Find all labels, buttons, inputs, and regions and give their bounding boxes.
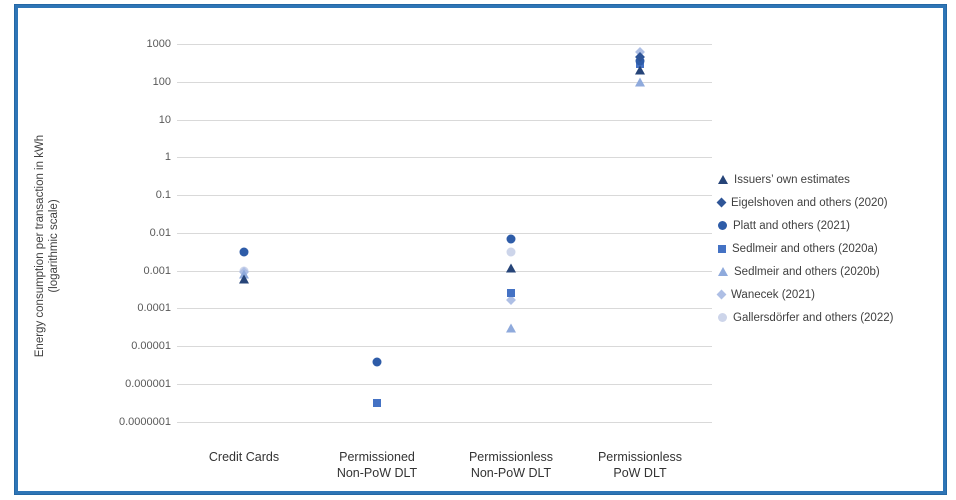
legend-marker-icon (718, 313, 727, 322)
x-category-label-line: Non-PoW DLT (336, 466, 418, 480)
legend-item: Sedlmeir and others (2020a) (718, 237, 893, 260)
gridline (177, 270, 712, 272)
y-tick-label: 0.0000001 (119, 415, 171, 428)
x-category-label-line: Permissioned (339, 450, 415, 464)
legend-item: Issuers’ own estimates (718, 168, 893, 191)
gridline (177, 157, 712, 159)
data-point (372, 357, 382, 367)
gridline (177, 119, 712, 121)
y-tick-label: 10 (158, 113, 171, 126)
x-category-label-permissionless-non-pow: Permissionless Non-PoW DLT (436, 449, 586, 481)
legend-marker-icon (716, 197, 727, 208)
legend-item-label: Sedlmeir and others (2020a) (732, 242, 878, 255)
legend-item: Platt and others (2021) (718, 214, 893, 237)
x-category-label-permissioned-non-pow: Permissioned Non-PoW DLT (302, 449, 452, 481)
gridline (177, 232, 712, 234)
chart-frame: Energy consumption per transaction in kW… (15, 5, 946, 494)
y-tick-label: 0.01 (149, 226, 171, 239)
data-point (507, 288, 515, 297)
legend-item-label: Platt and others (2021) (733, 219, 850, 232)
x-category-label-line: Non-PoW DLT (470, 466, 552, 480)
gridline (177, 195, 712, 196)
gridline (177, 44, 712, 45)
legend: Issuers’ own estimates Eigelshoven and ot… (716, 168, 893, 329)
data-point (506, 234, 516, 244)
legend-item-label: Issuers’ own estimates (734, 173, 850, 186)
legend-marker-icon (718, 221, 727, 230)
data-point (373, 399, 381, 408)
y-tick-label: 0.1 (155, 189, 171, 201)
x-category-label-line: Permissionless (597, 450, 683, 464)
gridline (177, 346, 712, 347)
gridline (177, 421, 712, 423)
gridline (177, 308, 712, 310)
legend-item: Sedlmeir and others (2020b) (718, 260, 893, 283)
y-tick-label: 1 (164, 151, 171, 164)
x-category-label-line: PoW DLT (613, 466, 667, 480)
y-axis-title-line1: Energy consumption per transaction in kW… (34, 134, 46, 358)
legend-marker-icon (716, 289, 727, 300)
data-point (239, 269, 249, 279)
legend-item-label: Gallersdörfer and others (2022) (733, 311, 894, 324)
gridline (177, 81, 712, 83)
y-axis-title-line2: (logarithmic scale) (48, 199, 60, 293)
legend-marker-icon (718, 267, 728, 276)
legend-item-label: Sedlmeir and others (2020b) (734, 265, 880, 278)
data-point (506, 247, 516, 257)
legend-item-label: Wanecek (2021) (731, 288, 815, 301)
x-category-label-line: Credit Cards (208, 450, 280, 464)
y-axis-title: Energy consumption per transaction in kW… (33, 81, 61, 411)
gridline (177, 383, 712, 385)
y-tick-label: 0.001 (143, 264, 171, 277)
data-point (506, 263, 516, 272)
y-tick-label: 100 (152, 75, 171, 88)
y-tick-label: 0.0001 (137, 302, 171, 315)
x-category-label-line: Permissionless (468, 450, 554, 464)
legend-marker-icon (718, 175, 728, 184)
x-category-label-permissionless-pow: Permissionless PoW DLT (565, 449, 715, 481)
data-point (635, 65, 645, 75)
data-point (239, 274, 249, 284)
y-tick-label: 0.00001 (131, 340, 171, 352)
data-point (635, 77, 645, 87)
x-category-label-credit-cards: Credit Cards (169, 449, 319, 465)
legend-item: Eigelshoven and others (2020) (716, 191, 893, 214)
data-point (506, 323, 516, 333)
legend-item: Wanecek (2021) (716, 283, 893, 306)
legend-marker-icon (718, 244, 726, 253)
legend-item: Gallersdörfer and others (2022) (718, 306, 893, 329)
y-tick-label: 1000 (146, 38, 171, 50)
y-tick-label: 0.000001 (125, 377, 171, 390)
legend-item-label: Eigelshoven and others (2020) (731, 196, 888, 209)
data-point (239, 247, 249, 257)
